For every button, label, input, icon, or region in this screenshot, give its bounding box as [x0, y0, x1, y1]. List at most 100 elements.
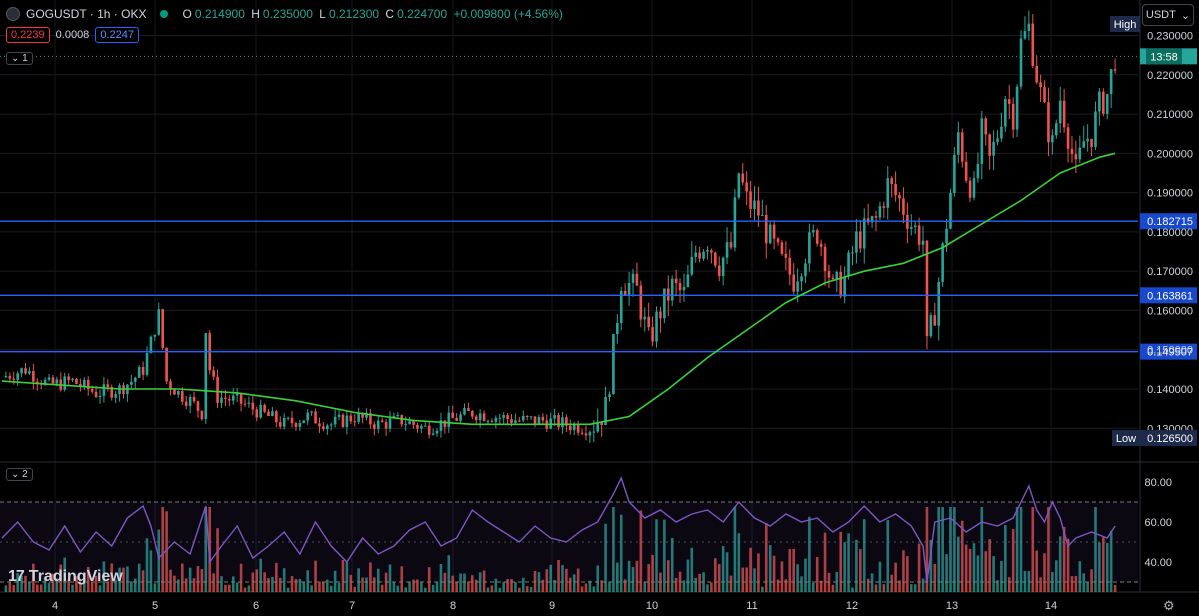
- volume-bar: [239, 563, 243, 592]
- volume-bar: [960, 520, 964, 592]
- candle-body: [341, 414, 345, 427]
- candle-body: [576, 424, 580, 433]
- volume-bar: [329, 585, 333, 592]
- candle-body: [933, 315, 937, 326]
- candle-body: [306, 412, 310, 421]
- tradingview-logo[interactable]: 17 TradingView: [8, 568, 123, 586]
- volume-bar: [1098, 542, 1101, 592]
- candle-body: [721, 257, 725, 277]
- low-tag: [1112, 430, 1140, 446]
- candle-body: [133, 377, 137, 382]
- volume-bar: [957, 536, 960, 592]
- volume-bar: [1039, 577, 1042, 592]
- settings-gear-icon[interactable]: ⚙: [1163, 598, 1175, 613]
- candle-body: [874, 216, 878, 218]
- high-value: 0.235000: [262, 7, 313, 21]
- volume-bar: [619, 514, 623, 592]
- price-tick-label: 0.180000: [1147, 227, 1193, 239]
- candle-body: [733, 197, 737, 248]
- volume-bar: [420, 581, 423, 592]
- candle-body: [32, 371, 35, 382]
- candle-body: [20, 368, 23, 374]
- volume-bar: [894, 562, 897, 592]
- volume-bar: [212, 573, 215, 592]
- candle-body: [184, 401, 188, 406]
- volume-bar: [67, 579, 70, 592]
- time-tick-label: 10: [646, 600, 658, 612]
- candle-body: [1019, 38, 1023, 87]
- volume-bar: [267, 578, 270, 592]
- volume-bar: [4, 585, 8, 592]
- volume-bar: [1102, 537, 1105, 592]
- currency-selector[interactable]: USDT ⌄: [1142, 4, 1194, 26]
- candle-body: [635, 273, 639, 286]
- volume-bar: [357, 568, 360, 592]
- volume-bar: [286, 587, 290, 592]
- pane-1-toggle[interactable]: ⌄ 1: [6, 52, 33, 65]
- candle-body: [843, 276, 846, 297]
- volume-bar: [482, 570, 486, 592]
- pane-2-toggle[interactable]: ⌄ 2: [6, 468, 33, 481]
- volume-bar: [349, 574, 353, 592]
- candle-body: [239, 393, 243, 404]
- volume-bar: [126, 566, 129, 592]
- volume-bar: [753, 568, 756, 592]
- volume-bar: [137, 563, 141, 592]
- candle-body: [717, 265, 721, 277]
- candle-body: [898, 195, 901, 199]
- candle-body: [102, 384, 106, 396]
- candle-body: [674, 278, 678, 284]
- volume-bar: [553, 579, 556, 592]
- volume-bar: [1109, 530, 1113, 592]
- symbol-title[interactable]: GOGUSDT · 1h · OKX: [26, 7, 147, 21]
- candle-body: [361, 413, 364, 418]
- volume-bar: [706, 584, 709, 592]
- buy-price-button[interactable]: 0.2247: [95, 27, 139, 43]
- candle-body: [529, 416, 533, 418]
- candle-body: [792, 274, 795, 292]
- volume-bar: [228, 584, 231, 592]
- volume-bar: [906, 556, 909, 592]
- volume-bar: [306, 570, 310, 592]
- volume-bar: [808, 516, 811, 592]
- volume-bar: [341, 560, 345, 592]
- candle-body: [137, 367, 141, 378]
- volume-bar: [220, 576, 223, 592]
- volume-bar: [94, 575, 98, 592]
- open-label: O: [182, 7, 192, 21]
- volume-bar: [792, 548, 795, 592]
- volume-bar: [768, 545, 772, 592]
- volume-bar: [1027, 571, 1031, 592]
- volume-bar: [565, 568, 568, 592]
- volume-bar: [584, 583, 588, 592]
- volume-bar: [1070, 576, 1074, 592]
- volume-bar: [404, 587, 407, 592]
- volume-bar: [451, 575, 455, 592]
- volume-bar: [490, 585, 494, 592]
- volume-bar: [310, 585, 313, 592]
- volume-bar: [188, 567, 192, 592]
- candle-body: [1004, 99, 1007, 127]
- candle-body: [318, 423, 321, 427]
- tradingview-mark-icon: 17: [8, 568, 25, 585]
- volume-bar: [518, 587, 521, 592]
- candle-body: [1109, 69, 1113, 95]
- candle-body: [310, 411, 313, 413]
- candle-body: [28, 371, 31, 374]
- candle-body: [588, 432, 592, 436]
- candle-body: [561, 417, 564, 428]
- volume-bar: [878, 561, 882, 592]
- candle-body: [369, 413, 372, 425]
- candle-body: [596, 421, 600, 432]
- candle-body: [768, 224, 772, 244]
- volume-bar: [1004, 525, 1007, 592]
- volume-bar: [925, 507, 929, 592]
- candle-body: [431, 433, 435, 435]
- volume-bar: [423, 587, 427, 592]
- volume-bar: [90, 581, 94, 592]
- candle-body: [161, 309, 164, 348]
- sell-price-button[interactable]: 0.2239: [6, 27, 50, 43]
- volume-bar: [161, 507, 164, 592]
- candle-body: [663, 288, 666, 319]
